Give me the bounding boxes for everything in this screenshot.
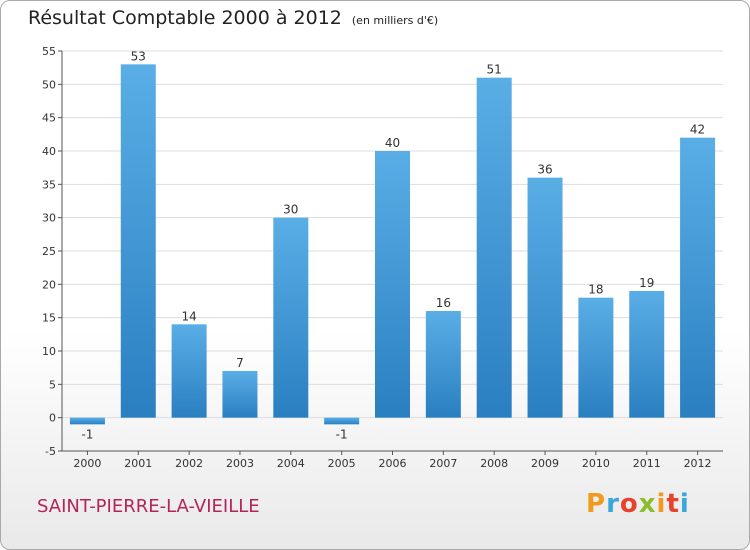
x-tick-label: 2011 [633,457,661,470]
chart-title: Résultat Comptable 2000 à 2012 (en millie… [28,7,438,29]
bar [69,417,105,425]
data-label: 42 [690,123,705,137]
bar [222,371,258,418]
data-label: 40 [385,136,400,150]
y-tick-label: 20 [42,278,56,291]
x-tick-label: 2000 [73,457,101,470]
data-labels: -1 53 14 7 30 -1 40 16 51 36 18 19 42 [81,49,705,441]
logo-letter: i [679,489,690,519]
bar [120,64,156,418]
data-label: 51 [487,63,502,77]
bar [629,291,665,418]
x-tick-label: 2005 [328,457,356,470]
x-tick-label: 2009 [531,457,559,470]
data-label: 18 [588,283,603,297]
chart-subtitle: (en milliers d'€) [351,14,439,27]
data-label: 30 [283,203,298,217]
bar [527,177,563,418]
logo-letter: i [656,489,667,519]
bar [476,77,512,418]
x-tick-label: 2002 [175,457,203,470]
commune-name: SAINT-PIERRE-LA-VIEILLE [37,496,260,517]
y-tick-label: 55 [42,45,56,58]
data-label: 36 [537,163,552,177]
y-tick-label: 50 [42,78,56,91]
x-tick-label: 2001 [124,457,152,470]
title-text: Résultat Comptable 2000 à 2012 [28,7,342,29]
data-label: 14 [181,309,196,323]
y-tick-labels: -5 0 5 10 15 20 25 30 35 40 45 50 55 [42,45,56,458]
y-tick-label: 35 [42,178,56,191]
x-tick-label: 2008 [480,457,508,470]
y-tick-label: 10 [42,345,56,358]
logo-letter: r [606,489,620,519]
y-tick-label: -5 [45,445,56,458]
y-tick-label: 0 [49,412,56,425]
bar [578,297,614,418]
bar [324,417,360,425]
data-label: 19 [639,276,654,290]
x-tick-label: 2006 [379,457,407,470]
y-tick-label: 5 [49,378,56,391]
bar [680,137,716,418]
data-label: 53 [131,49,146,63]
data-label: -1 [336,427,348,441]
y-tick-label: 15 [42,312,56,325]
x-tick-label: 2012 [684,457,712,470]
x-tick-label: 2007 [429,457,457,470]
data-label: 7 [236,356,244,370]
bar [273,217,309,418]
x-tick-label: 2004 [277,457,305,470]
bars [69,64,716,425]
proxiti-logo: Proxiti [586,489,690,519]
bar [375,151,410,418]
logo-letter: o [619,489,639,519]
logo-letter: P [586,489,607,519]
y-tick-label: 30 [42,212,56,225]
bar [171,324,207,418]
x-tick-labels: 2000 2001 2002 2003 2004 2005 2006 2007 2008 2009… [73,451,712,470]
x-tick-label: 2010 [582,457,610,470]
x-tick-label: 2003 [226,457,254,470]
y-tick-label: 40 [42,145,56,158]
bar [425,311,461,418]
logo-letter: x [638,489,657,519]
y-tick-label: 25 [42,245,56,258]
logo-letter: t [666,489,680,519]
data-label: -1 [81,427,93,441]
y-tick-label: 45 [42,112,56,125]
data-label: 16 [436,296,451,310]
